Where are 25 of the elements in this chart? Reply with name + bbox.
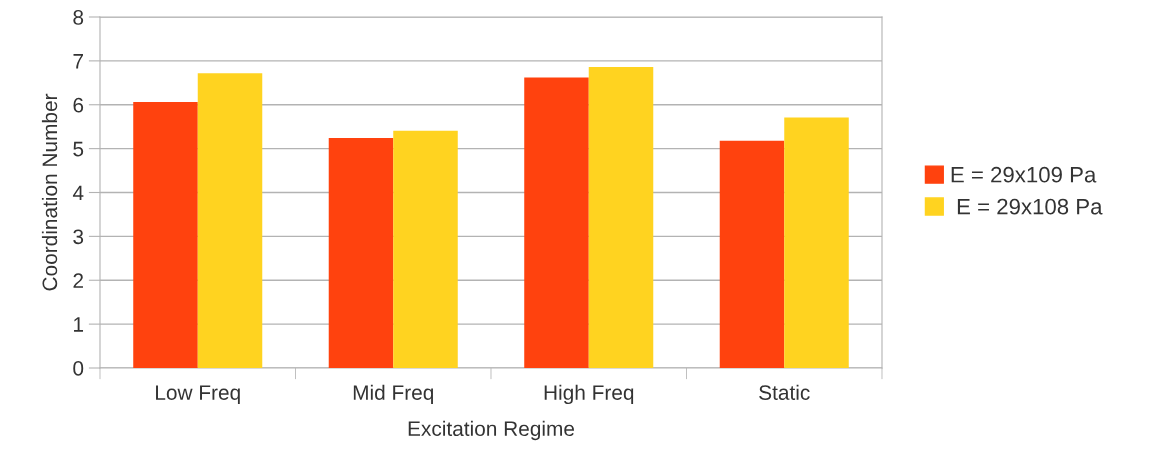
legend-label: E = 29x108 Pa xyxy=(957,198,1103,215)
x-tick-label: High Freq xyxy=(544,384,634,405)
y-tick-label: 2 xyxy=(73,273,83,288)
y-tick-label: 4 xyxy=(72,185,84,201)
y-tick-label: 1 xyxy=(74,317,84,332)
x-tick-label: Static xyxy=(759,384,810,400)
legend-label: E = 29x109 Pa xyxy=(951,166,1097,183)
bar xyxy=(393,130,458,368)
x-tick-label: Mid Freq xyxy=(353,384,434,405)
bar xyxy=(784,117,849,368)
y-tick-label: 7 xyxy=(73,54,83,69)
y-tick-label: 0 xyxy=(73,361,84,376)
bar xyxy=(328,138,394,368)
x-axis-title: Excitation Regime xyxy=(408,420,575,441)
y-tick-label: 8 xyxy=(73,10,84,25)
bar xyxy=(588,67,654,368)
bar xyxy=(524,77,589,368)
y-tick-label: 5 xyxy=(73,141,84,157)
bar xyxy=(719,140,785,368)
bar xyxy=(133,102,198,368)
bar xyxy=(197,73,263,368)
y-axis-title: Coordination Number xyxy=(41,93,58,291)
x-tick-label: Low Freq xyxy=(156,385,240,405)
y-tick-label: 6 xyxy=(73,97,84,113)
y-tick-label: 3 xyxy=(73,229,84,245)
